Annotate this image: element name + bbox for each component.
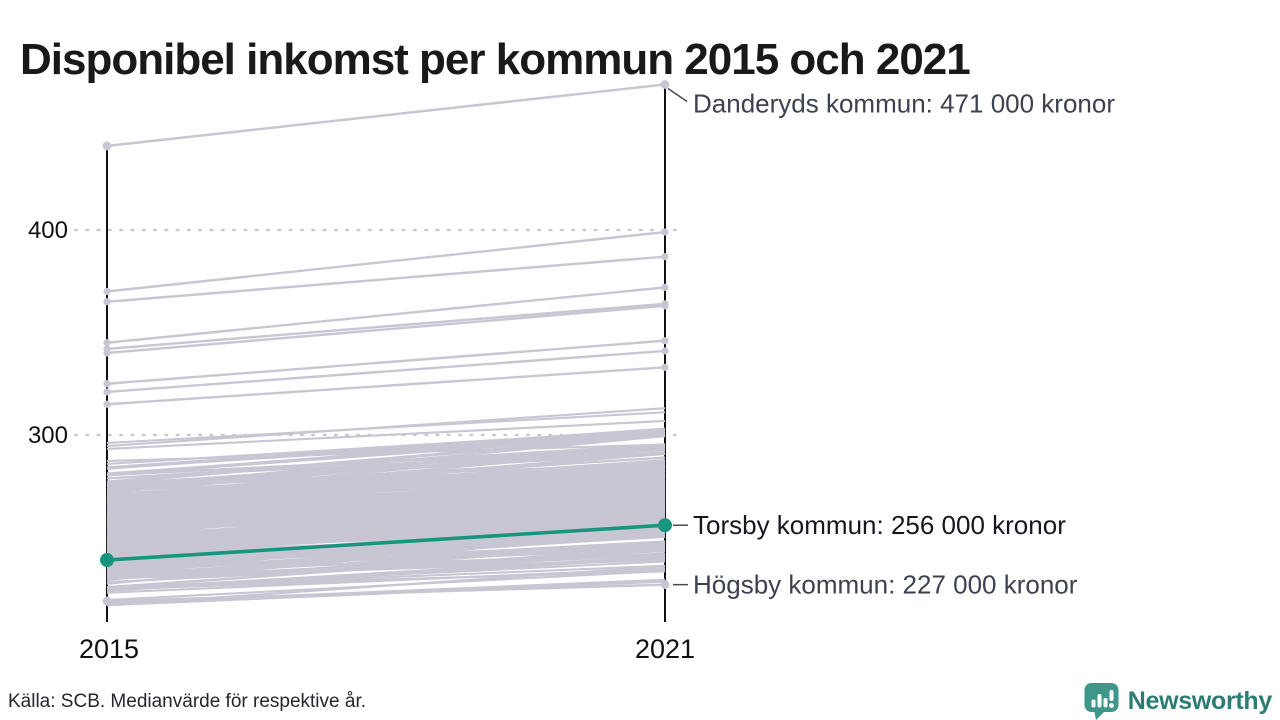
- background-slope-line: [106, 546, 666, 589]
- x-label-2021: 2021: [635, 634, 695, 664]
- slope-dot-torsby-2021: [658, 518, 672, 533]
- background-slope-line: [106, 286, 666, 344]
- slope-line-högsby: [106, 583, 666, 603]
- background-slope-line: [106, 509, 666, 548]
- background-slope-line: [106, 520, 666, 543]
- slope-endpoint-dot: [661, 253, 669, 261]
- background-slope-line: [106, 484, 666, 504]
- background-slope-line: [106, 489, 666, 511]
- background-slope-line: [106, 304, 666, 355]
- background-slope-line: [106, 407, 666, 448]
- slope-endpoint-dot: [103, 339, 111, 347]
- background-slope-line: [106, 470, 666, 505]
- slope-dot-högsby-2015: [102, 596, 112, 606]
- annotation-danderyds: Danderyds kommun: 471 000 kronor: [693, 88, 1115, 118]
- slope-dot-torsby-2015: [100, 553, 114, 568]
- slope-endpoint-dot: [661, 347, 669, 355]
- x-label-2015: 2015: [79, 634, 139, 664]
- slope-dot-danderyds-2021: [660, 80, 670, 89]
- slope-endpoint-dot: [661, 283, 669, 291]
- source-note: Källa: SCB. Medianvärde för respektive å…: [8, 691, 367, 712]
- slope-endpoint-dot: [661, 363, 669, 371]
- background-slope-line: [106, 428, 666, 465]
- background-slope-line: [106, 447, 666, 476]
- background-slope-line: [106, 339, 666, 385]
- background-slope-line: [106, 528, 666, 567]
- background-slope-line: [106, 419, 666, 450]
- slope-line-torsby: [106, 523, 666, 562]
- background-slope-line: [106, 496, 666, 536]
- slope-dot-högsby-2021: [660, 580, 670, 590]
- annotation-högsby: Högsby kommun: 227 000 kronor: [693, 570, 1078, 600]
- background-slope-line: [106, 557, 666, 592]
- y-tick-label-400: 400: [28, 217, 68, 244]
- slope-endpoint-dot: [661, 302, 669, 310]
- slope-line-danderyds: [106, 83, 666, 148]
- background-slope-line: [106, 302, 666, 351]
- background-slope-line: [106, 545, 666, 578]
- background-slope-line: [106, 503, 666, 542]
- page-title: Disponibel inkomst per kommun 2015 och 2…: [20, 35, 971, 85]
- newsworthy-logo-text: Newsworthy: [1127, 686, 1273, 715]
- newsworthy-logo: Newsworthy: [1083, 682, 1272, 720]
- background-slope-line: [106, 529, 666, 585]
- chart-speech-bubble-icon: [1084, 683, 1119, 720]
- background-slope-line: [106, 230, 666, 293]
- slope-endpoint-dot: [661, 228, 669, 236]
- background-slope-line: [106, 366, 666, 406]
- slope-endpoint-dot: [103, 349, 111, 357]
- slope-endpoint-dot: [103, 388, 111, 396]
- background-slope-line: [106, 431, 666, 477]
- background-slope-line: [106, 494, 666, 528]
- annotation-torsby: Torsby kommun: 256 000 kronor: [693, 510, 1066, 540]
- background-slope-line: [106, 447, 666, 499]
- background-slope-line: [106, 553, 666, 574]
- slope-endpoint-dot: [661, 337, 669, 345]
- slope-dot-danderyds-2015: [102, 141, 112, 151]
- slope-endpoint-dot: [103, 400, 111, 408]
- slope-endpoint-dot: [103, 298, 111, 306]
- background-slope-line: [106, 255, 666, 303]
- slope-endpoint-dot: [103, 287, 111, 296]
- background-slope-line: [106, 535, 666, 569]
- background-slope-line: [106, 494, 666, 513]
- slope-endpoint-dot: [103, 380, 111, 388]
- background-slope-line: [106, 501, 666, 539]
- background-slope-line: [106, 475, 666, 507]
- background-slope-line: [106, 495, 666, 518]
- leader-line-danderyds: [667, 87, 688, 103]
- background-slope-line: [106, 510, 666, 558]
- background-slope-line: [106, 433, 666, 483]
- y-tick-label-300: 300: [28, 422, 68, 449]
- background-slope-line: [106, 490, 666, 513]
- background-slope-line: [106, 349, 666, 394]
